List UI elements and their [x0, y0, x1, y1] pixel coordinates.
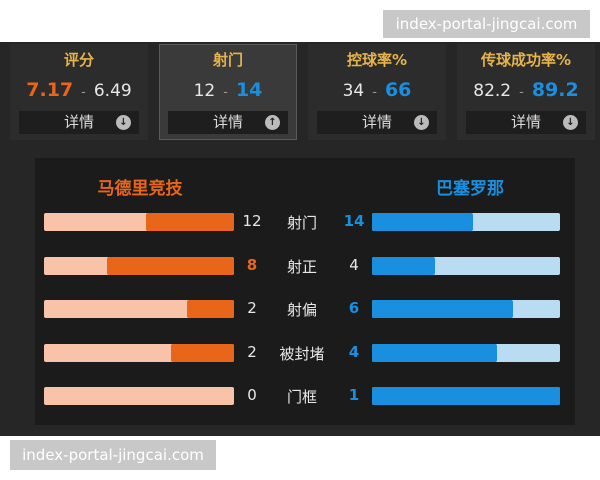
separator: - [372, 85, 377, 100]
away-team: 巴塞罗那 [436, 179, 504, 199]
away-bar [372, 343, 498, 362]
separator: - [81, 85, 86, 100]
detail-icon[interactable]: ↓ [563, 115, 578, 130]
away-value: 66 [384, 79, 412, 101]
summary-title: 控球率% [346, 51, 408, 69]
away-value: 4 [348, 342, 360, 361]
away-value: 6 [348, 299, 360, 317]
detail-button[interactable]: 详情 ↑ [168, 111, 288, 134]
watermark: index-portal-jingcai.com [383, 10, 590, 38]
detail-icon[interactable]: ↑ [265, 115, 280, 130]
away-bar [372, 213, 474, 231]
watermark: index-portal-jingcai.com [10, 440, 216, 470]
summary-values: 34-66 [309, 79, 445, 101]
separator: - [519, 85, 524, 100]
home-value: 2 [247, 342, 257, 361]
stat-label: 射偏 [286, 301, 317, 319]
summary-card: 传球成功率% 82.2-89.2 详情 ↓ [457, 44, 595, 140]
detail-icon[interactable]: ↓ [414, 115, 429, 130]
away-value: 6.49 [93, 81, 132, 101]
stat-label: 门框 [286, 388, 317, 406]
home-value: 7.17 [26, 79, 74, 101]
detail-button[interactable]: 详情 ↓ [466, 111, 586, 134]
home-bar [146, 213, 234, 231]
home-bar [170, 343, 234, 362]
home-value: 12 [242, 212, 262, 230]
away-bar [372, 300, 513, 318]
home-bar [107, 256, 234, 275]
away-bar [372, 256, 435, 275]
summary-title: 射门 [212, 51, 243, 69]
away-value: 14 [343, 212, 365, 230]
stat-label: 被封堵 [279, 344, 325, 363]
away-value: 4 [349, 255, 359, 274]
detail-button[interactable]: 详情 ↓ [317, 111, 437, 134]
detail-button[interactable]: 详情 ↓ [19, 111, 139, 134]
stat-label: 射正 [286, 257, 317, 276]
away-value: 89.2 [531, 79, 579, 101]
stats-panel [35, 158, 575, 425]
separator: - [223, 85, 228, 100]
away-value: 14 [235, 79, 263, 101]
summary-title: 传球成功率% [480, 51, 572, 69]
summary-card: 控球率% 34-66 详情 ↓ [308, 44, 446, 140]
home-value: 8 [246, 255, 258, 274]
home-team: 马德里竞技 [97, 179, 183, 199]
home-value: 2 [247, 299, 257, 317]
summary-values: 12-14 [160, 79, 296, 101]
home-bar-bg [44, 387, 234, 405]
home-value: 12 [193, 81, 216, 101]
summary-card: 射门 12-14 详情 ↑ [159, 44, 297, 140]
home-value: 34 [342, 81, 365, 101]
stat-label: 射门 [286, 214, 317, 232]
detail-icon[interactable]: ↓ [116, 115, 131, 130]
home-value: 0 [247, 386, 257, 404]
summary-title: 评分 [63, 51, 94, 69]
summary-card: 评分 7.17-6.49 详情 ↓ [10, 44, 148, 140]
summary-values: 7.17-6.49 [11, 79, 147, 101]
away-bar [372, 387, 560, 405]
home-bar [186, 300, 234, 318]
summary-values: 82.2-89.2 [458, 79, 594, 101]
home-value: 82.2 [473, 81, 512, 101]
away-value: 1 [348, 386, 360, 404]
